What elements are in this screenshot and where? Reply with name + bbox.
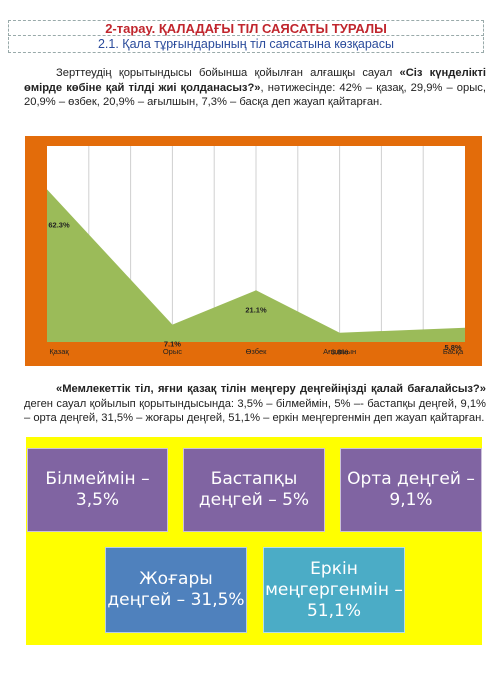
- section-title: 2.1. Қала тұрғындарының тіл саясатына кө…: [8, 37, 484, 53]
- level-box-basic: Бастапқы деңгей – 5%: [183, 448, 325, 532]
- level-box-intermediate-label: Орта деңгей – 9,1%: [347, 469, 475, 510]
- data-label: 21.1%: [245, 305, 267, 314]
- paragraph-intro: Зерттеудің қорытындысы бойынша қойылған …: [56, 67, 400, 79]
- area-series: [47, 189, 465, 342]
- level-box-high-label: Жоғары деңгей – 31,5%: [107, 569, 245, 610]
- data-label: 5.8%: [444, 343, 461, 352]
- category-label: Басқа: [443, 347, 464, 356]
- proficiency-panel: Білмеймін – 3,5% Бастапқы деңгей – 5% Ор…: [26, 437, 482, 645]
- data-label: 3.8%: [331, 348, 348, 357]
- chapter-title: 2-тарау. ҚАЛАДАҒЫ ТІЛ САЯСАТЫ ТУРАЛЫ: [8, 20, 484, 36]
- category-label: Қазақ: [49, 347, 69, 356]
- category-label: Өзбек: [246, 347, 268, 356]
- level-box-fluent-label: Еркін меңгергенмін – 51,1%: [265, 558, 403, 621]
- question-language-usage: «Сіз күнделікті өмірде көбіне қай тілді …: [24, 67, 486, 94]
- category-label: Ағылшын: [323, 347, 356, 356]
- paragraph-language-usage: Зерттеудің қорытындысы бойынша қойылған …: [24, 66, 486, 110]
- paragraph-kazakh-level: «Мемлекеттік тіл, яғни қазақ тілін меңге…: [24, 382, 486, 426]
- level-box-none-label: Білмеймін – 3,5%: [45, 469, 150, 510]
- language-usage-chart: 62.3% 7.1% 21.1% 3.8% 5.8% Қазақ Орыс Өзбек Ағыл…: [25, 136, 482, 366]
- level-box-intermediate: Орта деңгей – 9,1%: [340, 448, 482, 532]
- level-box-fluent: Еркін меңгергенмін – 51,1%: [263, 547, 405, 633]
- paragraph-level-results: деген сауал қойылып қорытындысында: 3,5%…: [24, 397, 486, 425]
- level-box-basic-label: Бастапқы деңгей – 5%: [198, 469, 310, 510]
- question-kazakh-level: «Мемлекеттік тіл, яғни қазақ тілін меңге…: [56, 383, 486, 395]
- level-box-high: Жоғары деңгей – 31,5%: [105, 547, 247, 633]
- data-label: 7.1%: [164, 340, 181, 349]
- data-label: 62.3%: [48, 220, 70, 229]
- chart-svg: 62.3% 7.1% 21.1% 3.8% 5.8% Қазақ Орыс Өзбек Ағыл…: [47, 146, 465, 357]
- level-box-none: Білмеймін – 3,5%: [27, 448, 168, 532]
- category-label: Орыс: [163, 347, 182, 356]
- paragraph-results: , нәтижесінде: 42% – қазақ, 29,9% – орыс…: [24, 81, 486, 109]
